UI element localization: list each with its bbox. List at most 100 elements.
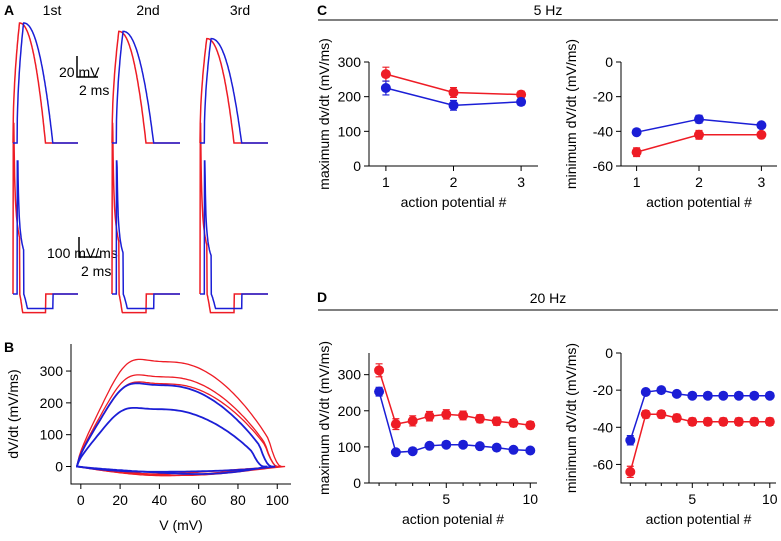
data-point-blue	[508, 444, 519, 455]
axis-lines	[70, 344, 291, 485]
y-tick-label: 300	[338, 54, 362, 70]
phase-loop-red	[76, 374, 282, 477]
data-point-red	[625, 466, 636, 477]
dvdt-trace-red	[111, 122, 180, 314]
y-tick-label: 100	[338, 123, 362, 139]
data-point-red	[424, 411, 435, 422]
dvdt-trace-blue	[13, 160, 78, 310]
section-title-5hz: 5 Hz	[534, 2, 563, 18]
x-axis-label: V (mV)	[159, 517, 203, 533]
x-tick-label: 3	[758, 174, 766, 190]
data-point-blue	[516, 96, 527, 107]
data-point-red	[508, 418, 519, 429]
x-tick-label: 20	[112, 492, 128, 508]
y-tick-label: 100	[338, 439, 362, 455]
dvdt-trace-blue	[200, 160, 268, 310]
data-point-blue	[474, 441, 485, 452]
column-label-3rd: 3rd	[230, 2, 250, 18]
data-point-blue	[694, 114, 704, 125]
phase-loop-red	[76, 381, 282, 475]
x-axis-label: action potential #	[646, 194, 752, 210]
x-tick-label: 2	[450, 174, 458, 190]
panel-label-a: A	[4, 2, 14, 18]
series-line-red	[629, 413, 770, 473]
data-point-red	[764, 416, 775, 427]
x-tick-label: 5	[688, 491, 696, 507]
data-point-red	[702, 416, 713, 427]
data-point-red	[631, 147, 642, 158]
chart-5hz-max-dvdt: 0 100 200 300 1 2 3 action potential # maximum d…	[316, 38, 538, 210]
data-point-red	[756, 129, 767, 140]
phase-loop-red	[76, 358, 286, 477]
data-point-blue	[407, 446, 418, 457]
x-tick-label: 40	[152, 492, 168, 508]
x-tick-label: 60	[191, 492, 207, 508]
data-point-red	[448, 87, 459, 98]
y-tick-label: -60	[593, 456, 613, 472]
data-point-blue	[733, 390, 744, 401]
data-point-red	[749, 416, 760, 427]
data-point-red	[441, 409, 452, 420]
y-axis-label: maximum dv/dt (mV/ms)	[316, 38, 332, 190]
section-title-20hz: 20 Hz	[530, 290, 567, 306]
y-axis-label: maximum dV/dt (mV/ms)	[316, 341, 332, 495]
data-point-blue	[756, 120, 767, 131]
data-point-blue	[702, 390, 713, 401]
data-point-red	[407, 415, 418, 426]
data-point-red	[474, 413, 485, 424]
data-point-blue	[458, 439, 469, 450]
scale-label-voltage: 20 mV	[59, 64, 100, 80]
phase-loop-blue	[76, 407, 268, 475]
y-tick-label: 0	[353, 475, 361, 491]
panel-a-traces: 1st 2nd 3rd 20 mV 2 ms 100 mV/ms 2 ms	[12, 2, 268, 314]
data-point-blue	[374, 386, 385, 397]
y-tick-label: 200	[40, 395, 64, 411]
data-point-blue	[525, 445, 536, 456]
panel-label-d: D	[317, 289, 327, 305]
data-point-red	[687, 416, 698, 427]
column-label-2nd: 2nd	[136, 2, 159, 18]
y-axis-label: minimum dV/dt (mV/ms)	[563, 343, 579, 493]
scale-label-time-derivative: 2 ms	[81, 263, 111, 279]
x-tick-label: 10	[522, 491, 538, 507]
dvdt-trace-red	[12, 122, 78, 314]
data-point-red	[516, 89, 527, 100]
ap-trace-blue	[112, 30, 180, 144]
y-tick-label: 200	[338, 89, 362, 105]
series-line-blue	[629, 389, 770, 441]
y-tick-label: 0	[55, 459, 63, 475]
y-tick-label: 300	[338, 367, 362, 383]
x-axis-label: action potential #	[646, 511, 752, 527]
x-tick-label: 5	[442, 491, 450, 507]
dvdt-trace-red	[199, 122, 268, 314]
data-point-blue	[424, 440, 435, 451]
data-point-blue	[380, 83, 391, 93]
x-tick-label: 80	[230, 492, 246, 508]
data-point-red	[458, 410, 469, 421]
data-point-blue	[656, 385, 667, 396]
phase-plot: 0 100 200 300 0 20 40 60 80 100 V (mV) dV/dt (mV/ms…	[5, 344, 291, 533]
y-tick-label: 0	[605, 345, 613, 361]
data-point-blue	[718, 390, 729, 401]
axis-lines	[368, 62, 538, 167]
column-label-1st: 1st	[43, 2, 62, 18]
data-point-blue	[631, 127, 642, 138]
chart-20hz-min-dvdt: -60 -40 -20 0 5 10 action potential # minimum d…	[563, 343, 778, 527]
y-tick-label: -60	[593, 158, 613, 174]
y-tick-label: 200	[338, 403, 362, 419]
data-point-red	[374, 365, 385, 376]
scale-bar-voltage	[76, 56, 98, 78]
y-tick-label: -40	[593, 123, 613, 139]
data-point-blue	[441, 439, 452, 450]
y-tick-label: 0	[605, 54, 613, 70]
y-axis-label: minimum dV/dt (mV/ms)	[563, 39, 579, 189]
y-tick-label: -20	[593, 382, 613, 398]
data-point-blue	[764, 390, 775, 401]
data-point-blue	[491, 442, 502, 453]
x-tick-label: 0	[77, 492, 85, 508]
x-tick-label: 3	[517, 174, 525, 190]
x-tick-label: 100	[266, 492, 290, 508]
y-tick-label: -40	[593, 419, 613, 435]
data-point-blue	[640, 387, 651, 397]
